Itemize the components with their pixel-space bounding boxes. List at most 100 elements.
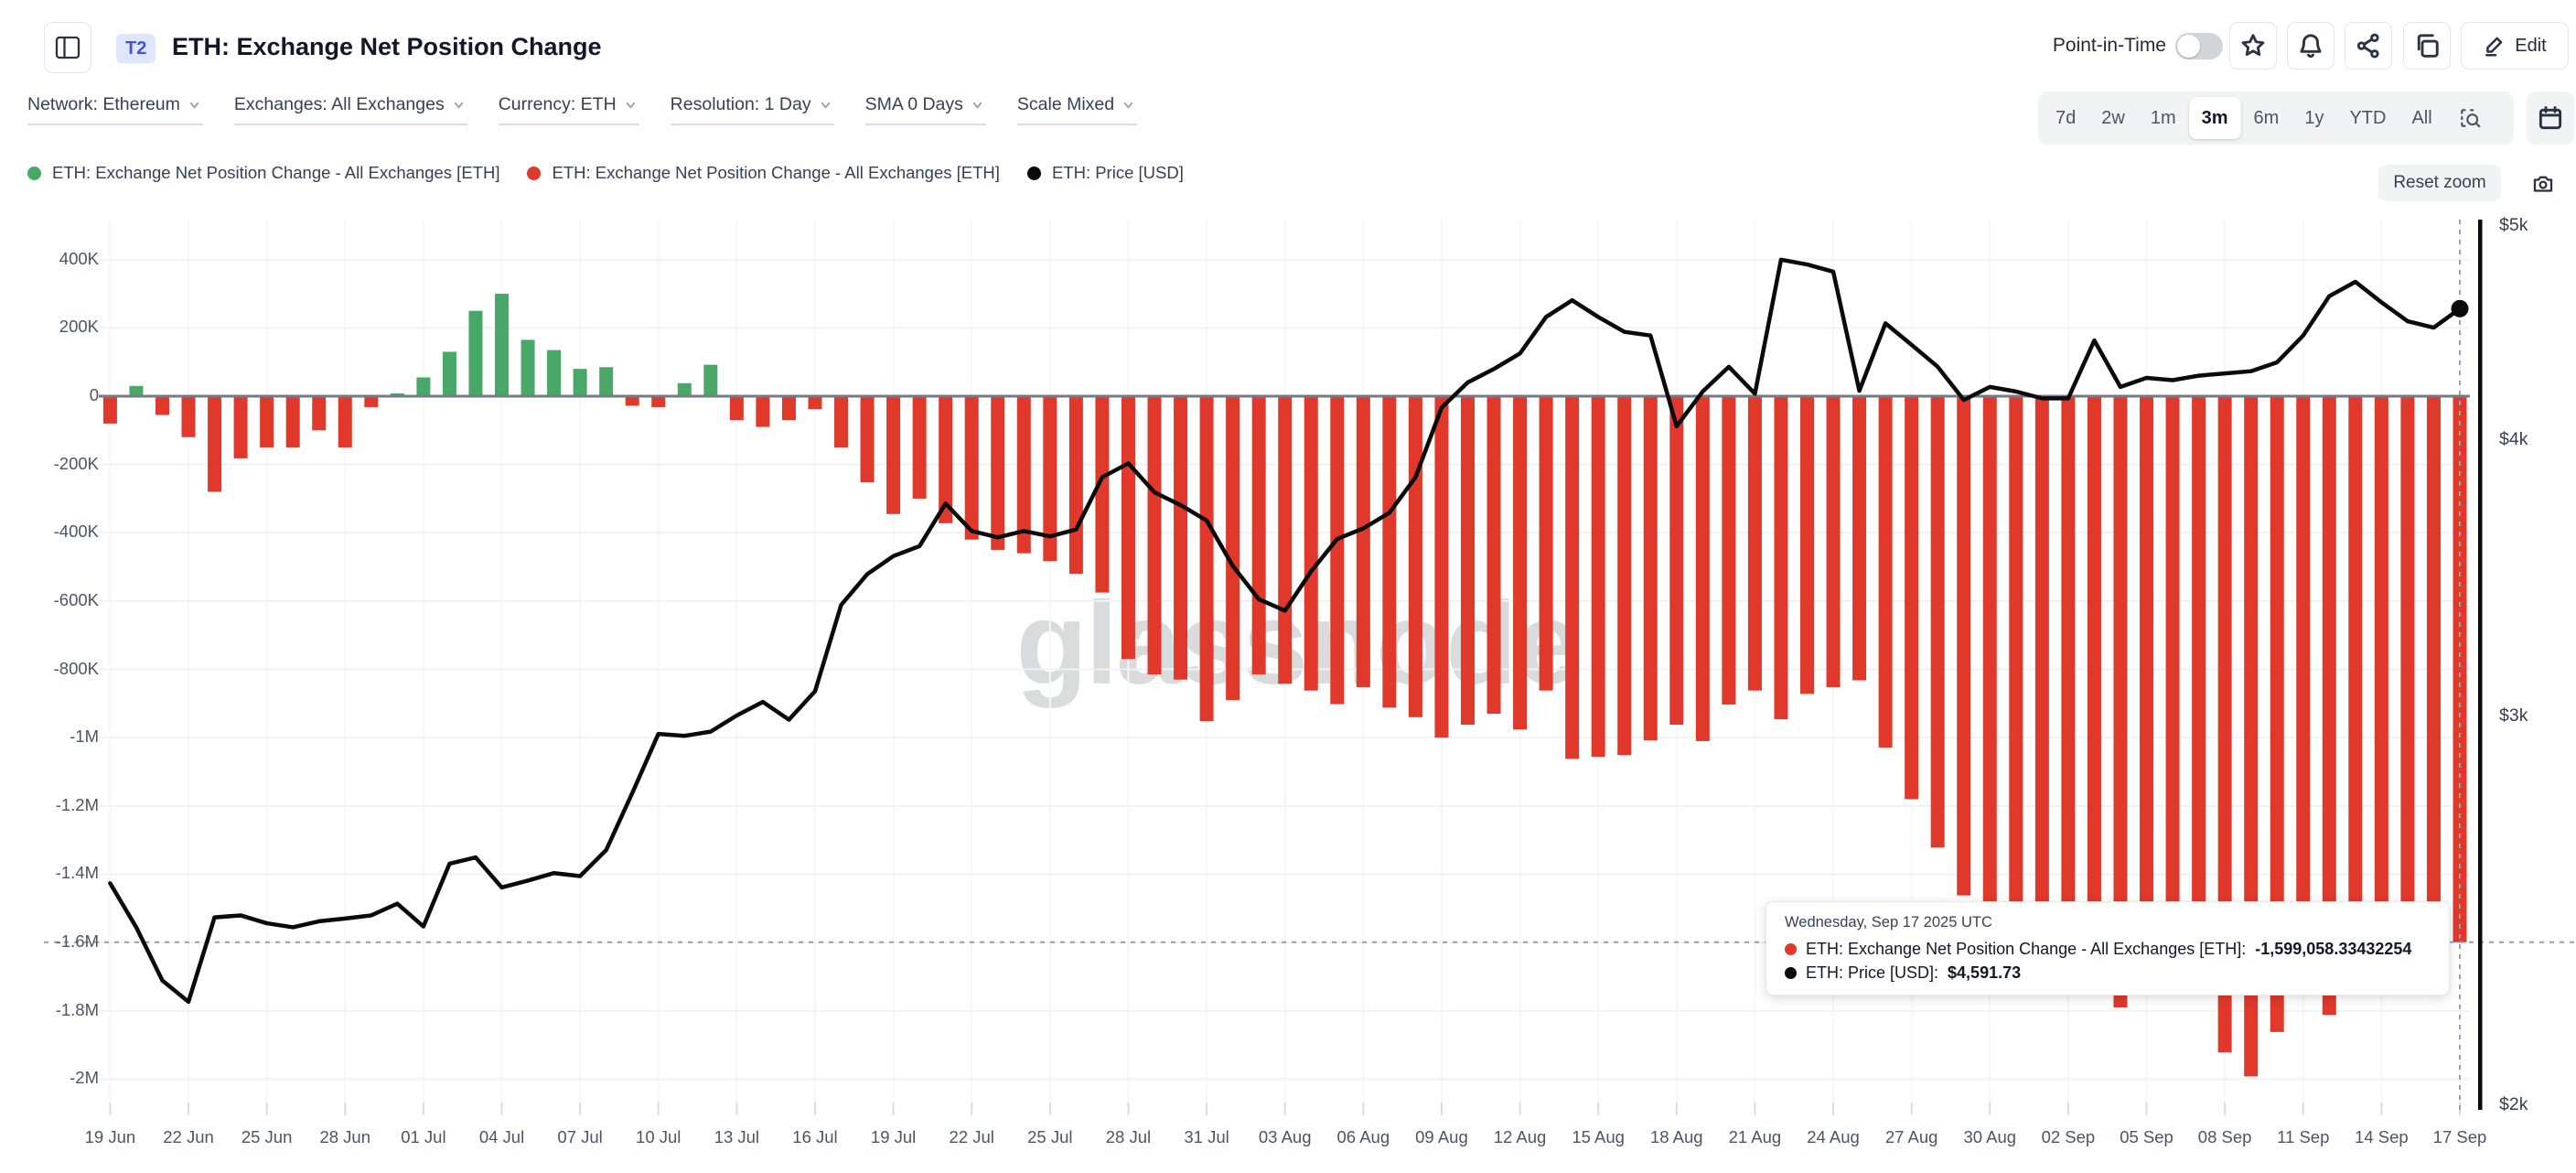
bar[interactable]	[1539, 396, 1553, 691]
bar[interactable]	[1251, 396, 1266, 675]
bar[interactable]	[573, 369, 587, 396]
legend-item-1[interactable]: ETH: Exchange Net Position Change - All …	[527, 163, 1000, 183]
bar[interactable]	[2374, 396, 2388, 946]
bar[interactable]	[416, 377, 431, 396]
bar[interactable]	[2426, 396, 2441, 939]
range-button-All[interactable]: All	[2399, 97, 2444, 139]
bar[interactable]	[338, 396, 352, 447]
bar[interactable]	[703, 364, 718, 396]
bar[interactable]	[991, 396, 1005, 550]
bar[interactable]	[1460, 396, 1475, 726]
bar[interactable]	[756, 396, 770, 427]
bar[interactable]	[964, 396, 979, 540]
bar[interactable]	[1121, 396, 1135, 660]
range-button-2w[interactable]: 2w	[2088, 97, 2138, 139]
filter-dropdown-3[interactable]: Resolution: 1 Day	[670, 94, 834, 125]
bar[interactable]	[729, 396, 744, 421]
bar[interactable]	[834, 396, 849, 447]
bar[interactable]	[1043, 396, 1057, 562]
bar[interactable]	[625, 396, 639, 406]
bar[interactable]	[1513, 396, 1528, 730]
bar[interactable]	[1591, 396, 1605, 758]
bar[interactable]	[2165, 396, 2180, 978]
bar[interactable]	[1930, 396, 1945, 848]
bar[interactable]	[2034, 396, 2049, 937]
bar[interactable]	[1957, 396, 1971, 896]
filter-dropdown-5[interactable]: Scale Mixed	[1016, 94, 1138, 125]
bar[interactable]	[2009, 396, 2023, 909]
legend-item-2[interactable]: ETH: Price [USD]	[1026, 163, 1184, 183]
bar[interactable]	[912, 396, 927, 499]
bar[interactable]	[521, 339, 535, 396]
legend-item-0[interactable]: ETH: Exchange Net Position Change - All …	[27, 163, 499, 183]
bar[interactable]	[181, 396, 196, 437]
bar[interactable]	[2348, 396, 2363, 964]
share-button[interactable]	[2345, 22, 2392, 70]
bar[interactable]	[1016, 396, 1031, 554]
bar[interactable]	[2270, 396, 2284, 1032]
bar[interactable]	[2192, 396, 2206, 995]
filter-dropdown-4[interactable]: SMA 0 Days	[864, 94, 986, 125]
bar[interactable]	[1565, 396, 1580, 759]
bar[interactable]	[1068, 396, 1083, 575]
bar[interactable]	[129, 385, 144, 396]
reset-zoom-button[interactable]: Reset zoom	[2378, 165, 2501, 201]
bar[interactable]	[808, 396, 822, 410]
bar[interactable]	[1199, 396, 1214, 722]
bar[interactable]	[233, 396, 248, 458]
bar[interactable]	[1330, 396, 1345, 705]
bar[interactable]	[1905, 396, 1919, 800]
bar[interactable]	[364, 396, 379, 407]
bar[interactable]	[2113, 396, 2128, 1008]
bar[interactable]	[2453, 396, 2467, 942]
bar[interactable]	[1356, 396, 1370, 687]
bar[interactable]	[1722, 396, 1736, 705]
bar[interactable]	[1826, 396, 1841, 687]
bar[interactable]	[651, 396, 666, 407]
bar[interactable]	[468, 310, 483, 396]
bar[interactable]	[1095, 396, 1110, 593]
bar[interactable]	[1304, 396, 1318, 691]
bar[interactable]	[312, 396, 327, 431]
bar[interactable]	[2217, 396, 2232, 1053]
point-in-time-toggle[interactable]	[2175, 33, 2223, 59]
duplicate-button[interactable]	[2403, 22, 2451, 70]
bar[interactable]	[1695, 396, 1710, 741]
bar[interactable]	[102, 396, 117, 424]
bar[interactable]	[155, 396, 169, 415]
bar[interactable]	[1643, 396, 1658, 741]
bar[interactable]	[2140, 396, 2154, 992]
range-button-6m[interactable]: 6m	[2241, 97, 2292, 139]
range-button-7d[interactable]: 7d	[2043, 97, 2088, 139]
bar[interactable]	[886, 396, 901, 514]
bar[interactable]	[1878, 396, 1893, 748]
bar[interactable]	[1174, 396, 1188, 680]
bar[interactable]	[860, 396, 875, 483]
edit-button[interactable]: Edit	[2461, 22, 2569, 70]
bar[interactable]	[939, 396, 953, 523]
bar[interactable]	[781, 396, 796, 421]
screenshot-button[interactable]	[2527, 168, 2560, 199]
filter-dropdown-0[interactable]: Network: Ethereum	[27, 94, 203, 125]
bar[interactable]	[1852, 396, 1867, 681]
bar[interactable]	[260, 396, 274, 447]
filter-dropdown-2[interactable]: Currency: ETH	[498, 94, 639, 125]
favorite-button[interactable]	[2229, 22, 2277, 70]
bar[interactable]	[1669, 396, 1684, 726]
bar[interactable]	[495, 294, 509, 396]
range-button-1m[interactable]: 1m	[2138, 97, 2189, 139]
bar[interactable]	[208, 396, 222, 492]
filter-dropdown-1[interactable]: Exchanges: All Exchanges	[233, 94, 467, 125]
bar[interactable]	[442, 351, 456, 396]
bar[interactable]	[599, 367, 614, 396]
bar[interactable]	[1226, 396, 1240, 701]
range-button-1y[interactable]: 1y	[2292, 97, 2336, 139]
range-button-3m[interactable]: 3m	[2188, 97, 2241, 139]
bar[interactable]	[2296, 396, 2311, 992]
calendar-button[interactable]	[2527, 91, 2574, 145]
range-button-YTD[interactable]: YTD	[2336, 97, 2399, 139]
bar[interactable]	[1382, 396, 1397, 708]
bar[interactable]	[677, 382, 692, 396]
bar[interactable]	[1747, 396, 1762, 691]
